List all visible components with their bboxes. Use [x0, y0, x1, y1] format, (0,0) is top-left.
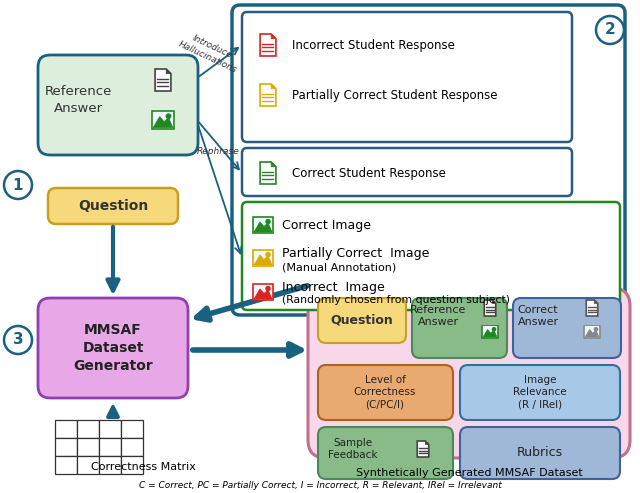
Text: Incorrect Student Response: Incorrect Student Response [292, 38, 455, 51]
FancyBboxPatch shape [308, 288, 630, 458]
Text: Correct
Answer: Correct Answer [517, 305, 559, 327]
Polygon shape [254, 222, 272, 232]
Text: Synthetically Generated MMSAF Dataset: Synthetically Generated MMSAF Dataset [356, 468, 582, 478]
Circle shape [166, 114, 171, 118]
FancyBboxPatch shape [77, 420, 99, 438]
FancyBboxPatch shape [121, 438, 143, 456]
Polygon shape [254, 255, 272, 265]
Text: 1: 1 [13, 177, 23, 192]
FancyBboxPatch shape [99, 456, 121, 474]
FancyBboxPatch shape [99, 438, 121, 456]
FancyBboxPatch shape [55, 456, 77, 474]
Text: C = Correct, PC = Partially Correct, I = Incorrect, R = Relevant, IRel = Irrelev: C = Correct, PC = Partially Correct, I =… [139, 481, 501, 490]
Circle shape [266, 252, 270, 256]
Circle shape [266, 219, 270, 224]
FancyBboxPatch shape [412, 298, 507, 358]
Polygon shape [260, 162, 276, 184]
Polygon shape [260, 34, 276, 56]
FancyBboxPatch shape [318, 365, 453, 420]
Polygon shape [271, 162, 276, 167]
Text: Correctness Matrix: Correctness Matrix [91, 462, 195, 472]
Polygon shape [595, 300, 598, 304]
Text: Reference
Answer: Reference Answer [410, 305, 466, 327]
Text: 3: 3 [13, 332, 23, 348]
FancyBboxPatch shape [38, 298, 188, 398]
Polygon shape [253, 284, 273, 300]
FancyBboxPatch shape [460, 427, 620, 479]
Polygon shape [585, 329, 599, 338]
Polygon shape [253, 217, 273, 233]
Polygon shape [417, 441, 429, 457]
Circle shape [266, 286, 270, 290]
Circle shape [595, 328, 598, 331]
Text: (Manual Annotation): (Manual Annotation) [282, 262, 396, 272]
FancyBboxPatch shape [242, 12, 572, 142]
Text: Question: Question [78, 199, 148, 213]
Polygon shape [483, 329, 497, 338]
Polygon shape [254, 218, 272, 232]
FancyBboxPatch shape [318, 427, 453, 479]
Polygon shape [585, 326, 599, 338]
Polygon shape [584, 326, 600, 338]
Text: (Randomly chosen from question subject): (Randomly chosen from question subject) [282, 295, 510, 305]
Polygon shape [271, 84, 276, 89]
FancyBboxPatch shape [242, 148, 572, 196]
Text: Partially Correct  Image: Partially Correct Image [282, 246, 429, 259]
FancyBboxPatch shape [121, 420, 143, 438]
Text: Introduce
Hallucinations: Introduce Hallucinations [177, 30, 243, 74]
Text: 2: 2 [605, 23, 616, 37]
Polygon shape [426, 441, 429, 445]
Text: Reference
Answer: Reference Answer [44, 85, 112, 115]
FancyBboxPatch shape [99, 420, 121, 438]
Polygon shape [484, 300, 496, 316]
FancyBboxPatch shape [460, 365, 620, 420]
Polygon shape [152, 111, 174, 129]
FancyBboxPatch shape [121, 456, 143, 474]
Circle shape [4, 326, 32, 354]
Text: Rephrase: Rephrase [196, 147, 239, 156]
Text: Image
Relevance
(R / IRel): Image Relevance (R / IRel) [513, 375, 567, 409]
Text: Correct Student Response: Correct Student Response [292, 167, 446, 179]
Polygon shape [483, 326, 497, 338]
Text: Question: Question [331, 314, 394, 326]
FancyBboxPatch shape [242, 202, 620, 310]
FancyBboxPatch shape [38, 55, 198, 155]
FancyBboxPatch shape [77, 456, 99, 474]
Polygon shape [482, 326, 498, 338]
FancyBboxPatch shape [513, 298, 621, 358]
Circle shape [596, 16, 624, 44]
Polygon shape [254, 285, 272, 299]
Circle shape [492, 328, 495, 331]
Polygon shape [586, 300, 598, 316]
FancyBboxPatch shape [318, 298, 406, 343]
Polygon shape [155, 69, 171, 91]
Text: Partially Correct Student Response: Partially Correct Student Response [292, 89, 497, 102]
Text: Correct Image: Correct Image [282, 218, 371, 232]
Text: Level of
Correctness
(C/PC/I): Level of Correctness (C/PC/I) [354, 375, 416, 409]
Polygon shape [271, 34, 276, 39]
Polygon shape [166, 69, 171, 74]
Text: Incorrect  Image: Incorrect Image [282, 282, 385, 294]
Polygon shape [153, 116, 173, 128]
Polygon shape [253, 250, 273, 266]
Circle shape [4, 171, 32, 199]
FancyBboxPatch shape [48, 188, 178, 224]
FancyBboxPatch shape [232, 5, 625, 315]
Polygon shape [153, 112, 173, 128]
Text: MMSAF
Dataset
Generator: MMSAF Dataset Generator [73, 322, 153, 373]
Polygon shape [492, 300, 496, 304]
Polygon shape [254, 289, 272, 299]
FancyBboxPatch shape [55, 438, 77, 456]
FancyBboxPatch shape [77, 438, 99, 456]
Polygon shape [260, 84, 276, 106]
Polygon shape [254, 251, 272, 265]
Text: Rubrics: Rubrics [517, 447, 563, 459]
FancyBboxPatch shape [55, 420, 77, 438]
Text: Sample
Feedback: Sample Feedback [328, 438, 378, 460]
